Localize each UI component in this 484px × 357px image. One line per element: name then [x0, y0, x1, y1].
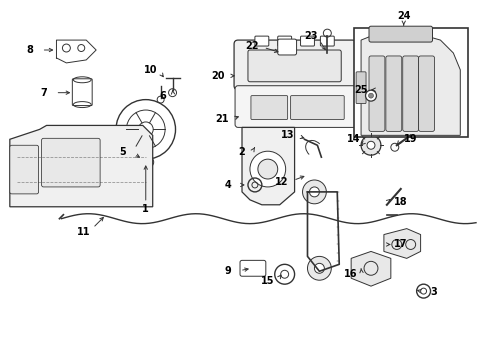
FancyBboxPatch shape	[10, 145, 39, 194]
Text: 2: 2	[238, 147, 245, 157]
Circle shape	[360, 135, 380, 155]
Text: 8: 8	[26, 45, 33, 55]
Text: 25: 25	[354, 85, 367, 95]
Text: 20: 20	[211, 71, 225, 81]
Text: 24: 24	[396, 11, 409, 21]
Circle shape	[302, 180, 326, 204]
FancyBboxPatch shape	[290, 96, 344, 120]
Text: 18: 18	[393, 197, 407, 207]
FancyBboxPatch shape	[250, 96, 287, 120]
Text: 3: 3	[429, 287, 436, 297]
Text: 9: 9	[224, 266, 231, 276]
Circle shape	[309, 187, 319, 197]
Text: 4: 4	[224, 180, 231, 190]
Text: 22: 22	[245, 41, 258, 51]
Text: 10: 10	[144, 65, 157, 75]
Text: 5: 5	[120, 147, 126, 157]
Text: 6: 6	[159, 91, 166, 101]
FancyBboxPatch shape	[355, 72, 365, 104]
Circle shape	[307, 256, 331, 280]
Text: 14: 14	[347, 134, 360, 144]
Polygon shape	[10, 125, 152, 207]
FancyBboxPatch shape	[234, 40, 355, 90]
FancyBboxPatch shape	[72, 79, 92, 106]
FancyBboxPatch shape	[300, 36, 314, 46]
Polygon shape	[383, 228, 420, 258]
FancyBboxPatch shape	[235, 86, 359, 127]
Text: 7: 7	[40, 88, 47, 98]
Text: 16: 16	[344, 269, 357, 279]
Polygon shape	[350, 251, 390, 286]
FancyBboxPatch shape	[277, 39, 296, 55]
Text: 23: 23	[304, 31, 318, 41]
Circle shape	[249, 151, 285, 187]
Bar	[353, 28, 467, 137]
Circle shape	[365, 90, 376, 101]
Text: 17: 17	[393, 240, 407, 250]
Polygon shape	[360, 36, 459, 135]
FancyBboxPatch shape	[402, 56, 418, 131]
Text: 21: 21	[215, 115, 228, 125]
FancyBboxPatch shape	[42, 138, 100, 187]
Circle shape	[366, 141, 374, 149]
FancyBboxPatch shape	[247, 50, 341, 82]
Text: 15: 15	[260, 276, 274, 286]
Text: 13: 13	[280, 130, 294, 140]
Polygon shape	[242, 127, 294, 205]
FancyBboxPatch shape	[368, 26, 432, 42]
FancyBboxPatch shape	[320, 36, 333, 46]
FancyBboxPatch shape	[385, 56, 401, 131]
Circle shape	[368, 93, 373, 98]
FancyBboxPatch shape	[368, 56, 384, 131]
FancyBboxPatch shape	[255, 36, 268, 46]
Circle shape	[257, 159, 277, 179]
FancyBboxPatch shape	[418, 56, 434, 131]
FancyBboxPatch shape	[277, 36, 291, 46]
Circle shape	[314, 263, 324, 273]
Text: 12: 12	[274, 177, 288, 187]
Text: 1: 1	[142, 204, 149, 214]
Text: 11: 11	[76, 227, 90, 237]
FancyBboxPatch shape	[240, 260, 265, 276]
Text: 19: 19	[403, 134, 417, 144]
